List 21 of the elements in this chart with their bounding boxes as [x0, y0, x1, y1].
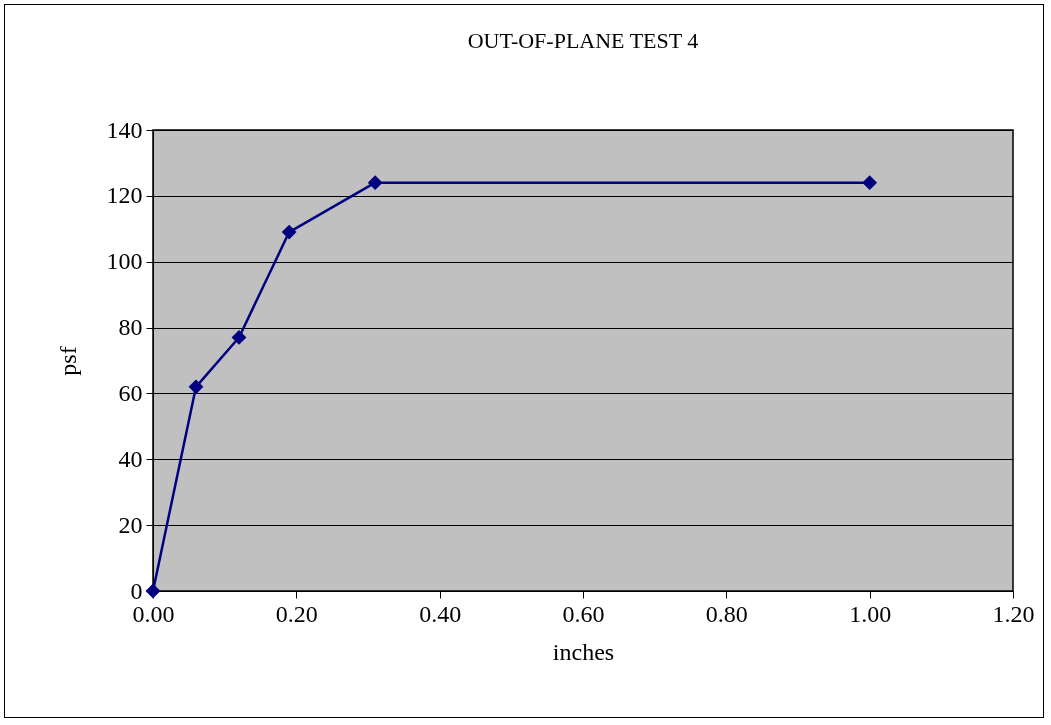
point [862, 175, 878, 191]
y-tick-label: 20 [118, 511, 143, 538]
x-tick-label: 0.20 [275, 600, 318, 627]
x-tick-label: 0.60 [562, 600, 605, 627]
x-tick-label: 1.00 [849, 600, 892, 627]
y-tick-label: 140 [106, 116, 143, 143]
x-axis-title: inches [552, 638, 615, 665]
x-tick-label: 0.40 [419, 600, 462, 627]
point [145, 583, 161, 599]
point [188, 379, 204, 395]
y-tick-label: 80 [118, 314, 143, 341]
point [281, 224, 297, 240]
y-axis-title: psf [54, 346, 81, 376]
y-tick-label: 100 [106, 248, 143, 275]
x-tick-label: 0.80 [705, 600, 748, 627]
x-tick-label: 1.20 [992, 600, 1035, 627]
y-tick-label: 60 [118, 379, 143, 406]
point [367, 175, 383, 191]
chart-title: OUT-OF-PLANE TEST 4 [467, 28, 699, 53]
y-tick-label: 40 [118, 445, 143, 472]
y-tick-label: 120 [106, 182, 143, 209]
